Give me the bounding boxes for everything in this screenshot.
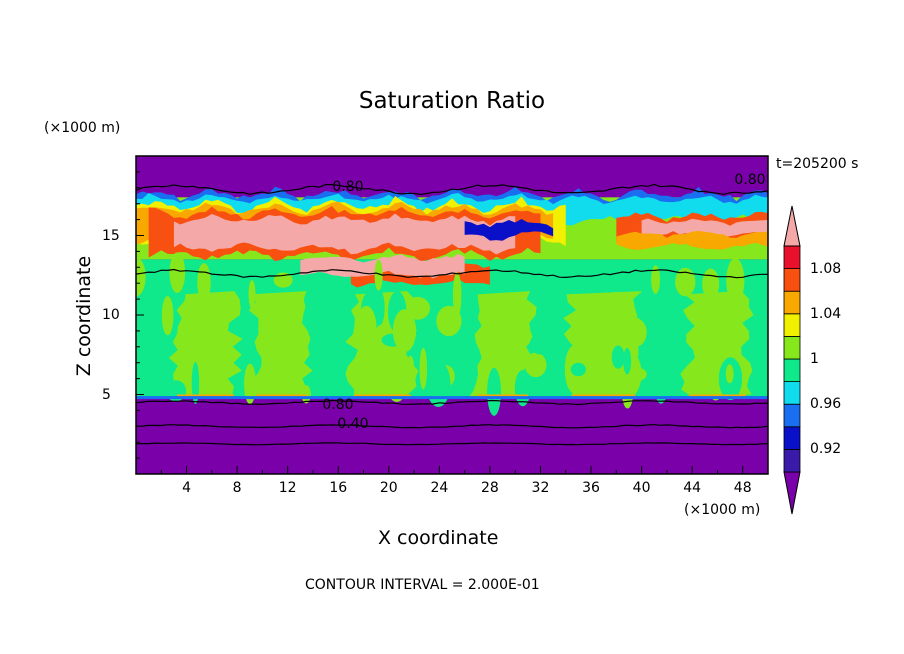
pink-core-east xyxy=(641,218,768,239)
x-tick-label: 28 xyxy=(480,480,499,496)
moisture-blob xyxy=(426,360,451,407)
moist-layer-base xyxy=(136,396,768,400)
moisture-blob xyxy=(570,362,586,377)
saturation-field xyxy=(136,156,768,474)
colorbar-box xyxy=(783,290,801,315)
moisture-blob xyxy=(244,363,256,405)
colorbar xyxy=(783,205,801,515)
moisture-blob xyxy=(487,367,502,416)
x-tick-label: 20 xyxy=(379,480,398,496)
colorbar-tick-label: 0.92 xyxy=(810,441,842,458)
moisture-blob xyxy=(702,268,720,300)
moisture-blob xyxy=(651,265,661,294)
colorbar-tick-label: 1.04 xyxy=(810,305,842,322)
contour-0.80-lower xyxy=(136,399,768,406)
moisture-blob xyxy=(514,370,531,407)
contour-bottom xyxy=(136,442,768,446)
convective-plume xyxy=(468,291,537,398)
y-tick-label: 10 xyxy=(102,307,120,323)
moisture-blob xyxy=(146,282,164,301)
moisture-blob xyxy=(725,364,734,384)
contour-label: 0.80 xyxy=(322,397,354,413)
blue-pocket xyxy=(464,219,554,241)
time-label: t=205200 s xyxy=(776,156,859,172)
contour-interval-footer: CONTOUR INTERVAL = 2.000E-01 xyxy=(305,577,540,593)
x-tick-label: 8 xyxy=(232,480,242,496)
moisture-blob xyxy=(191,361,200,405)
x-tick-label: 40 xyxy=(632,480,651,496)
colorbar-box xyxy=(783,313,801,337)
moisture-blob xyxy=(374,289,385,326)
moisture-blob xyxy=(623,347,632,375)
colorbar-under-arrow xyxy=(783,471,801,515)
moisture-blob xyxy=(446,345,463,366)
x-tick-label: 16 xyxy=(329,480,348,496)
x-tick-label: 32 xyxy=(531,480,550,496)
contour-lines xyxy=(136,183,768,446)
colorbar-box xyxy=(783,268,801,292)
moisture-blob xyxy=(524,352,547,378)
moisture-blob xyxy=(374,259,383,291)
moisture-blob xyxy=(227,262,254,289)
y-tick-label: 15 xyxy=(102,227,120,244)
moisture-blob xyxy=(726,258,745,304)
colorbar-box xyxy=(783,358,801,383)
pink-core-layer xyxy=(173,213,516,255)
moisture-blob xyxy=(529,333,552,355)
moisture-blob xyxy=(623,317,647,348)
colorbar-box xyxy=(783,448,801,473)
contour-label: 0.80 xyxy=(332,179,364,195)
moisture-blob xyxy=(169,252,186,293)
contour-upper xyxy=(136,183,768,196)
moisture-blob xyxy=(161,295,174,336)
contour-label: 0.40 xyxy=(337,416,369,432)
moisture-blob xyxy=(356,305,377,350)
convective-plume xyxy=(248,291,313,398)
colorbar-over-arrow xyxy=(783,205,801,247)
y-tick-label: 5 xyxy=(102,386,111,403)
x-unit-label: (×1000 m) xyxy=(684,502,761,518)
pink-lower-streak xyxy=(300,253,465,279)
colorbar-box xyxy=(783,426,801,450)
x-tick-label: 4 xyxy=(182,480,192,496)
contour-label: 0.80 xyxy=(734,172,766,188)
x-tick-label: 48 xyxy=(733,480,752,496)
y-axis-title: Z coordinate xyxy=(73,255,95,377)
y-unit-label: (×1000 m) xyxy=(44,120,121,136)
moisture-blob xyxy=(611,345,625,369)
chart-title: Saturation Ratio xyxy=(358,88,546,114)
x-axis-title: X coordinate xyxy=(378,527,499,549)
convective-plume xyxy=(168,291,243,398)
moisture-blob xyxy=(197,263,211,302)
moisture-blob xyxy=(452,272,462,318)
contour-0.40 xyxy=(136,424,768,429)
moisture-blob xyxy=(392,309,417,353)
colorbar-tick-label: 0.96 xyxy=(810,396,842,413)
colorbar-box xyxy=(783,335,801,360)
colorbar-box xyxy=(783,403,801,428)
x-tick-label: 44 xyxy=(683,480,702,496)
moisture-blob xyxy=(301,385,311,404)
moisture-blob xyxy=(248,280,256,309)
contour-mid xyxy=(136,268,768,279)
moisture-blob xyxy=(406,355,414,377)
colorbar-box xyxy=(783,381,801,405)
x-tick-label: 36 xyxy=(582,480,600,496)
orange-layer-east xyxy=(616,230,768,250)
moisture-blob xyxy=(136,341,147,368)
moisture-blob xyxy=(654,374,668,404)
y-axis-ticks xyxy=(136,171,144,459)
moisture-blob xyxy=(386,369,407,402)
colorbar-tick-label: 1.08 xyxy=(810,260,842,277)
x-tick-label: 12 xyxy=(278,480,297,496)
colorbar-box xyxy=(783,245,801,270)
x-tick-label: 24 xyxy=(430,480,449,496)
moisture-blob xyxy=(419,347,428,390)
colorbar-tick-label: 1 xyxy=(810,351,819,367)
x-axis-ticks xyxy=(160,466,744,474)
moisture-blob xyxy=(675,267,696,297)
